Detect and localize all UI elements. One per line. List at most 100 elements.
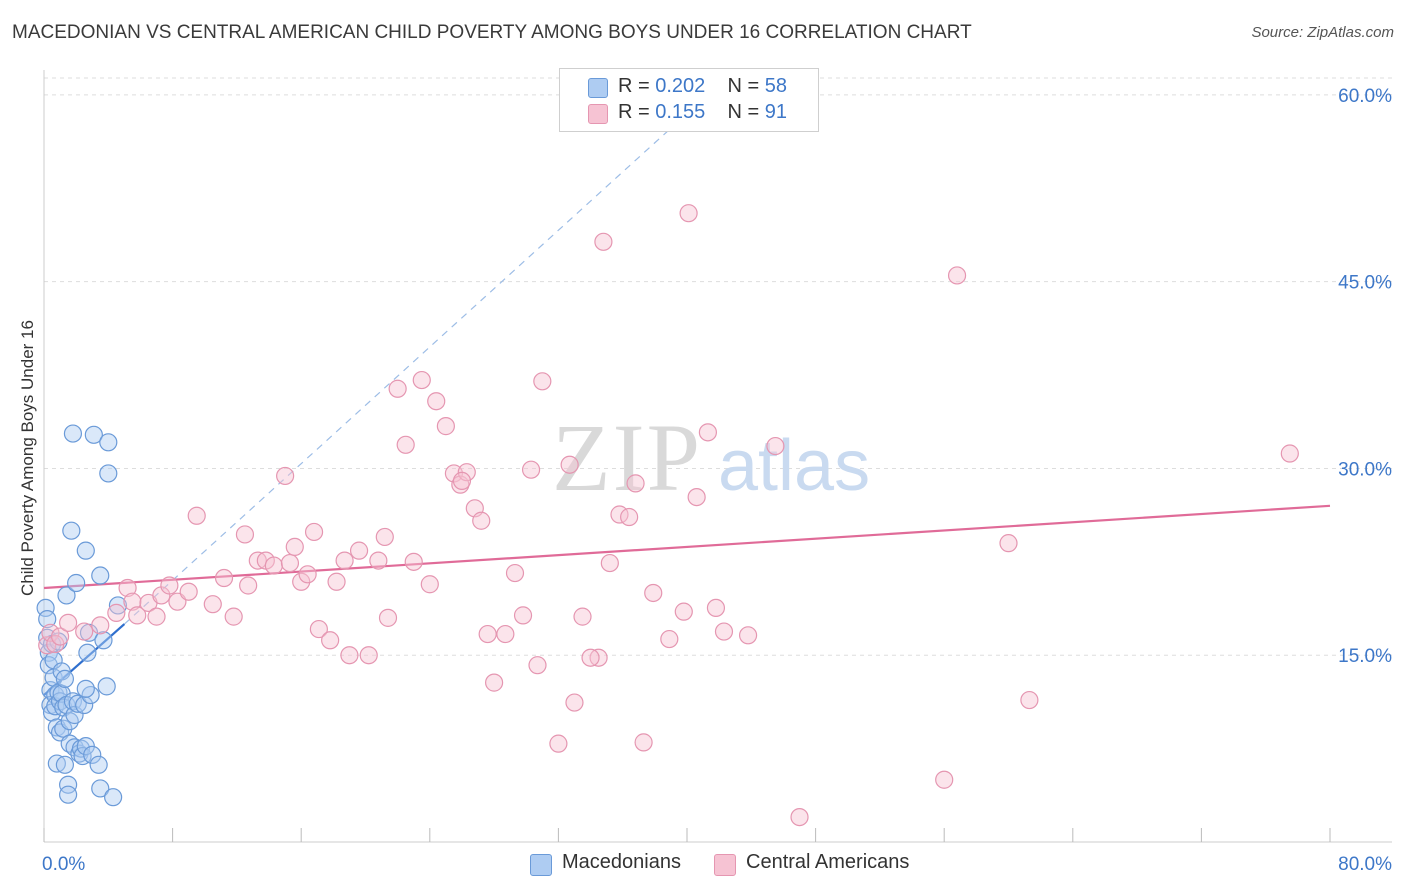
point-central-american — [50, 627, 70, 646]
legend-r-label: R = — [618, 75, 650, 97]
point-central-american — [160, 576, 179, 595]
point-central-american — [533, 372, 552, 391]
y-axis-title: Child Poverty Among Boys Under 16 — [18, 320, 37, 596]
point-central-american — [1020, 690, 1039, 710]
series-legend-label: Macedonians — [562, 851, 681, 873]
point-central-american — [321, 631, 340, 650]
legend-swatch-central-americans — [588, 104, 608, 124]
watermark-atlas: atlas — [718, 426, 870, 506]
point-central-american — [59, 613, 78, 632]
point-central-american — [457, 463, 476, 482]
correlation-legend: R = 0.202 N = 58 R = 0.155 N = 91 — [559, 68, 819, 132]
point-macedonian — [97, 677, 116, 696]
point-macedonian — [71, 739, 91, 758]
point-central-american — [594, 232, 613, 251]
point-macedonian — [78, 643, 97, 662]
point-central-american — [147, 607, 166, 626]
point-central-american — [565, 693, 584, 712]
point-central-american — [214, 568, 234, 588]
point-central-american — [128, 606, 147, 625]
grid-lines — [44, 77, 1392, 656]
point-central-american — [674, 602, 693, 621]
tick-labels: 15.0% 30.0% 45.0% 60.0% 0.0% 80.0% — [42, 86, 1392, 875]
point-central-american — [549, 734, 568, 753]
y-tick-label: 60.0% — [1338, 86, 1392, 107]
point-macedonian — [68, 694, 87, 713]
point-macedonian — [91, 779, 110, 798]
point-central-american — [687, 487, 706, 507]
point-macedonian — [76, 679, 95, 698]
point-central-american — [107, 603, 126, 622]
point-central-american — [412, 370, 431, 390]
point-central-american — [359, 646, 378, 665]
legend-r-value: 0.155 — [655, 101, 706, 123]
point-central-american — [679, 204, 698, 223]
point-central-american — [698, 423, 717, 442]
point-macedonian — [67, 573, 86, 593]
point-central-american — [600, 553, 619, 573]
point-macedonian — [60, 712, 79, 731]
point-macedonian — [104, 788, 123, 807]
point-central-american — [276, 466, 295, 486]
point-central-american — [560, 455, 579, 474]
point-central-american — [239, 576, 258, 595]
point-macedonian — [83, 745, 102, 764]
legend-n-value: 91 — [764, 101, 788, 123]
point-central-american — [738, 626, 758, 645]
point-central-american — [91, 616, 110, 635]
point-central-american — [634, 733, 653, 752]
y-tick-label: 45.0% — [1338, 273, 1392, 294]
point-macedonian — [99, 464, 118, 483]
point-macedonian — [62, 521, 81, 540]
source-label: Source: ZipAtlas.com — [1251, 24, 1394, 41]
point-central-american — [375, 527, 394, 547]
point-central-american — [999, 534, 1018, 553]
point-central-american — [75, 622, 94, 641]
series-swatch-central-americans — [714, 854, 736, 876]
point-central-american — [790, 807, 809, 827]
trend-line-dashed — [123, 113, 688, 625]
point-central-american — [581, 648, 600, 667]
point-central-american — [947, 266, 967, 285]
x-tick-label-max: 80.0% — [1338, 854, 1392, 875]
point-macedonian — [81, 685, 100, 705]
watermark: ZIP atlas — [552, 404, 870, 511]
point-central-american — [436, 417, 455, 436]
point-macedonian — [65, 705, 84, 725]
point-central-american — [335, 551, 354, 570]
point-central-american — [340, 646, 359, 665]
series-legend-label: Central Americans — [746, 851, 910, 873]
point-central-american — [766, 436, 785, 456]
point-macedonian — [94, 631, 113, 650]
point-central-american — [327, 572, 346, 591]
legend-n-label: N = — [727, 75, 760, 97]
point-central-american — [123, 592, 142, 611]
point-macedonian — [73, 746, 92, 766]
point-central-american — [478, 624, 497, 644]
point-central-american — [485, 673, 504, 692]
point-macedonian — [57, 586, 76, 605]
legend-r-label: R = — [618, 101, 650, 123]
point-macedonian — [75, 695, 94, 715]
point-macedonian — [76, 541, 95, 560]
point-central-american — [203, 595, 222, 614]
point-macedonian — [108, 596, 128, 615]
point-central-american — [396, 435, 415, 454]
point-central-american — [573, 607, 592, 626]
legend-n-label: N = — [727, 101, 760, 123]
point-central-american — [235, 525, 255, 544]
y-tick-label: 15.0% — [1338, 646, 1392, 667]
point-central-american — [378, 608, 398, 627]
point-central-american — [285, 537, 304, 556]
point-macedonian — [84, 425, 103, 444]
data-points — [36, 204, 1299, 827]
point-central-american — [187, 506, 206, 525]
point-macedonian — [59, 785, 78, 804]
legend-r-value: 0.202 — [655, 75, 706, 97]
point-macedonian — [38, 610, 57, 629]
y-tick-label: 30.0% — [1338, 459, 1392, 480]
point-central-american — [496, 624, 515, 644]
point-macedonian — [55, 669, 74, 688]
watermark-zip: ZIP — [552, 404, 702, 511]
